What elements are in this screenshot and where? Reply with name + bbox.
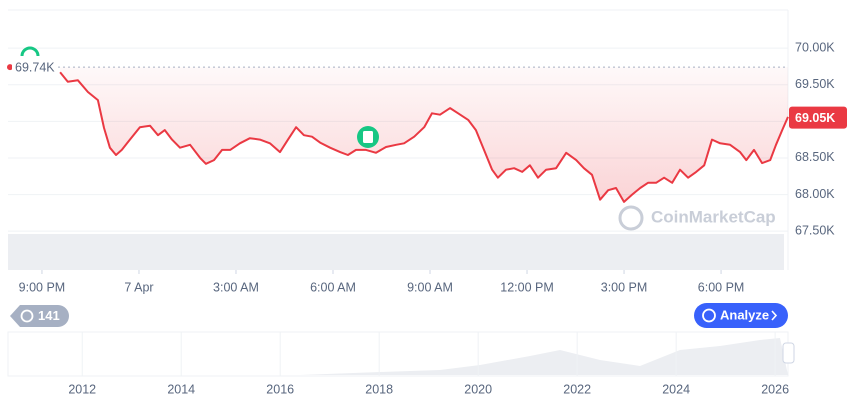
y-tick-label: 67.50K	[795, 223, 835, 237]
area-fill	[60, 67, 788, 202]
watermark-logo	[618, 205, 644, 231]
navigator-label: 2024	[662, 382, 690, 396]
x-tick-label: 3:00 PM	[601, 280, 648, 294]
last-price-label: 69.05K	[795, 111, 835, 125]
navigator-handle[interactable]	[782, 342, 795, 364]
navigator-label: 2016	[266, 382, 294, 396]
analyze-icon	[702, 308, 716, 323]
watermark: CoinMarketCap	[651, 207, 776, 226]
badge-icon	[20, 309, 34, 323]
y-tick-label: 68.00K	[795, 187, 835, 201]
x-tick-label: 6:00 AM	[310, 280, 356, 294]
last-price-bg	[789, 106, 847, 129]
analyze-button[interactable]	[694, 303, 788, 328]
x-tick-label: 6:00 PM	[698, 280, 745, 294]
x-tick-label: 7 Apr	[124, 280, 153, 294]
y-tick-label: 70.00K	[795, 40, 835, 54]
plot: 69.74K	[7, 59, 789, 203]
x-tick-label: 9:00 AM	[407, 280, 453, 294]
y-tick-label: 68.50K	[795, 150, 835, 164]
x-tick-label: 9:00 PM	[19, 280, 66, 294]
news-icon	[363, 131, 373, 143]
reference-dot	[7, 64, 13, 71]
volume-band	[8, 234, 784, 270]
navigator-label: 2020	[464, 382, 492, 396]
x-tick-label: 12:00 PM	[500, 280, 554, 294]
reference-label: 69.74K	[15, 60, 55, 74]
reference-label-bg	[12, 59, 58, 76]
marker	[20, 46, 40, 57]
badge-count: 141	[38, 308, 60, 323]
navigator[interactable]	[7, 331, 789, 377]
analyze-label: Analyze	[720, 307, 769, 322]
navigator-label: 2014	[167, 382, 195, 396]
navigator-area	[300, 338, 788, 375]
navigator-label: 2026	[761, 382, 789, 396]
x-tick-label: 3:00 AM	[213, 280, 259, 294]
y-tick-label: 69.50K	[795, 77, 835, 91]
navigator-label: 2012	[68, 382, 96, 396]
navigator-axis: 2012 2014 2016 2018 2020 2022 2024 2026	[68, 332, 789, 396]
chevron	[771, 310, 778, 321]
navigator-label: 2022	[563, 382, 591, 396]
price-line	[59, 71, 789, 203]
navigator-label: 2018	[365, 382, 393, 396]
